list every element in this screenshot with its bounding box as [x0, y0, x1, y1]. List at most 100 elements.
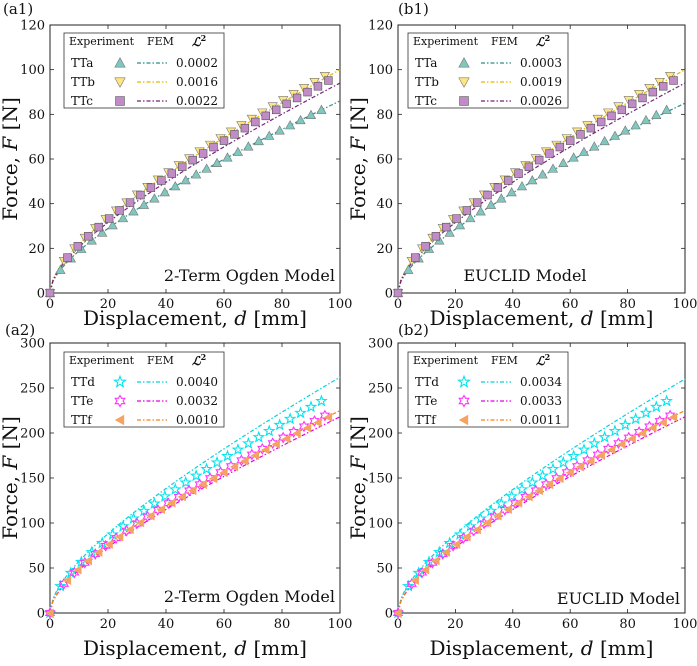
panel-label: (a1) [3, 0, 33, 18]
data-point [189, 469, 203, 482]
legend-marker [114, 77, 126, 88]
legend-marker [459, 96, 469, 106]
data-point [392, 607, 404, 619]
data-point [565, 468, 574, 478]
chart-panel-a2: 0 20 40 60 80 100 0 50 100 150 200 250 300 Displaceme… [0, 321, 352, 660]
data-point [664, 409, 676, 422]
legend-series-name: TTb [71, 75, 95, 89]
data-point [444, 227, 455, 237]
y-tick-label: 50 [28, 562, 45, 577]
data-point [644, 420, 655, 433]
data-point [393, 288, 403, 298]
y-tick-label: 250 [20, 382, 45, 397]
legend-box [63, 351, 225, 428]
data-point [104, 214, 114, 223]
fem-line-ttc [397, 82, 686, 294]
y-tick-label: 40 [28, 197, 45, 212]
experiment-markers-ttc [393, 76, 678, 298]
y-tick-label: 100 [20, 63, 45, 78]
x-tick-label: 60 [562, 617, 579, 632]
data-point [178, 162, 187, 172]
legend-series-name: TTc [71, 94, 93, 108]
y-tick-label: 80 [376, 108, 393, 123]
data-point [159, 187, 170, 197]
data-point [441, 547, 450, 557]
fem-line-ttb [49, 69, 341, 294]
data-point [637, 428, 647, 438]
legend-header-metric: ℒ2 [536, 352, 550, 368]
fem-line-ttf [397, 409, 686, 614]
data-point [73, 565, 82, 575]
data-point [607, 111, 616, 121]
data-point [243, 141, 254, 151]
data-point [63, 253, 72, 262]
data-point [200, 462, 213, 475]
data-point [618, 418, 632, 431]
data-point [547, 163, 559, 173]
data-point [262, 424, 276, 437]
data-point [546, 462, 560, 475]
legend-series-name: TTe [415, 394, 437, 408]
y-tick-label: 120 [20, 19, 45, 34]
x-tick-label: 20 [100, 617, 117, 632]
data-point [627, 99, 637, 109]
experiment-markers-ttf [393, 412, 678, 618]
data-point [401, 579, 415, 592]
legend-marker [114, 394, 126, 408]
y-axis-label: Force, F [N] [0, 416, 22, 540]
data-point [167, 169, 177, 178]
data-point [524, 162, 534, 172]
y-tick-label: 200 [368, 427, 393, 442]
legend-header-fem: FEM [147, 354, 174, 367]
data-point [115, 206, 124, 215]
data-point [309, 415, 320, 427]
fem-line-tte [49, 416, 341, 614]
legend-header-experiment: Experiment [413, 35, 479, 48]
data-point [617, 105, 627, 115]
legend-marker [458, 414, 469, 426]
data-point [104, 539, 113, 550]
data-point [285, 120, 296, 130]
data-point [283, 412, 297, 425]
data-point [525, 475, 539, 488]
data-point [44, 607, 56, 619]
panel-label: (a2) [5, 321, 35, 339]
data-point [627, 434, 636, 444]
data-point [138, 199, 150, 209]
x-tick-label: 0 [46, 297, 54, 312]
data-point [623, 431, 634, 444]
data-point [598, 430, 611, 443]
legend-series-name: TTa [71, 56, 93, 70]
data-point [527, 175, 538, 185]
y-tick-label: 60 [376, 153, 393, 168]
data-point [654, 415, 665, 427]
data-point [555, 473, 564, 484]
y-tick-label: 0 [37, 287, 45, 302]
data-point [651, 109, 662, 119]
legend-header-fem: FEM [491, 354, 518, 367]
data-point [506, 187, 517, 197]
y-tick-label: 0 [385, 607, 393, 622]
y-tick-label: 250 [368, 382, 393, 397]
x-tick-label: 0 [46, 617, 54, 632]
data-point [117, 212, 129, 223]
data-point [545, 149, 554, 158]
data-point [302, 423, 312, 433]
y-axis-label: Force, F [N] [0, 97, 22, 221]
data-point [148, 496, 161, 510]
data-point [231, 443, 245, 456]
data-point [524, 492, 533, 502]
fem-line-tta [49, 100, 341, 294]
legend-l2-value: 0.0003 [520, 56, 562, 70]
x-tick-label: 20 [100, 297, 117, 312]
data-point [575, 462, 585, 472]
legend-header-fem: FEM [147, 35, 174, 48]
data-point [251, 117, 260, 127]
data-point [198, 479, 207, 490]
data-point [252, 430, 266, 443]
data-point [125, 525, 134, 535]
data-point [443, 536, 457, 549]
experiment-markers-ttf [45, 412, 333, 618]
data-point [54, 579, 67, 592]
